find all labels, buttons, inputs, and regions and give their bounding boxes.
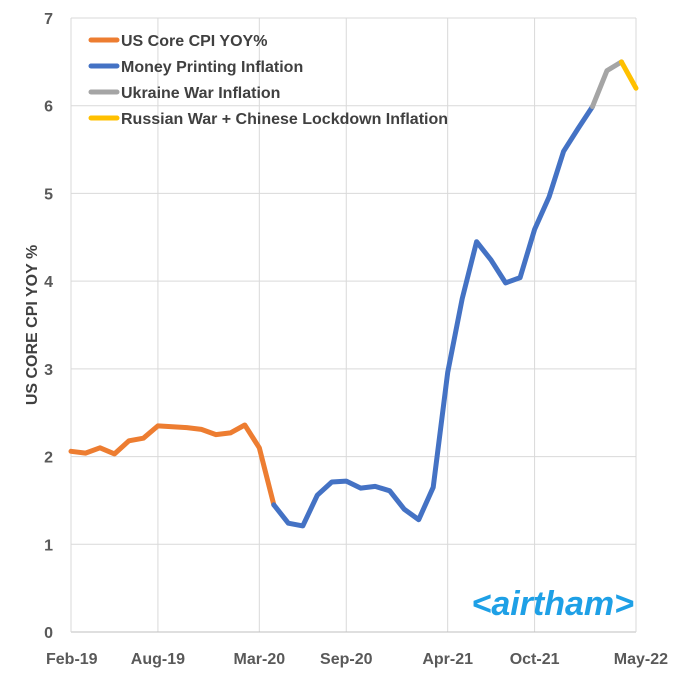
y-tick-label: 4	[44, 274, 53, 291]
x-tick-label: Sep-20	[320, 651, 373, 668]
y-tick-label: 6	[44, 99, 53, 116]
y-axis-label: US CORE CPI YOY %	[24, 245, 41, 405]
y-tick-label: 5	[44, 186, 53, 203]
legend: US Core CPI YOY% Money Printing Inflation…	[88, 33, 448, 128]
series-lines	[68, 59, 639, 529]
x-tick-label: Feb-19	[46, 651, 98, 668]
x-tick-label: Apr-21	[422, 651, 473, 668]
y-tick-label: 2	[44, 450, 53, 467]
legend-label: Ukraine War Inflation	[121, 85, 280, 102]
legend-label: Russian War + Chinese Lockdown Inflation	[121, 111, 448, 128]
y-tick-label: 1	[44, 537, 53, 554]
x-tick-label: Aug-19	[131, 651, 185, 668]
airtham-watermark: <airtham>	[471, 585, 634, 623]
x-tick-label: Oct-21	[510, 651, 560, 668]
legend-label: US Core CPI YOY%	[121, 33, 267, 50]
x-tick-label: Mar-20	[234, 651, 286, 668]
y-tick-label: 3	[44, 362, 53, 379]
y-tick-label: 7	[44, 11, 53, 28]
series-line-0	[68, 422, 277, 508]
axes: 0 1 2 3 4 5 6 7 Feb-19 Aug-19 Mar-20 Sep-20 Apr-21 Oc…	[44, 11, 668, 668]
legend-label: Money Printing Inflation	[121, 59, 303, 76]
series-line-3	[619, 59, 639, 91]
series-line-2	[590, 59, 624, 110]
y-tick-label: 0	[44, 625, 53, 642]
series-line-1	[271, 104, 595, 529]
x-tick-label: May-22	[614, 651, 668, 668]
